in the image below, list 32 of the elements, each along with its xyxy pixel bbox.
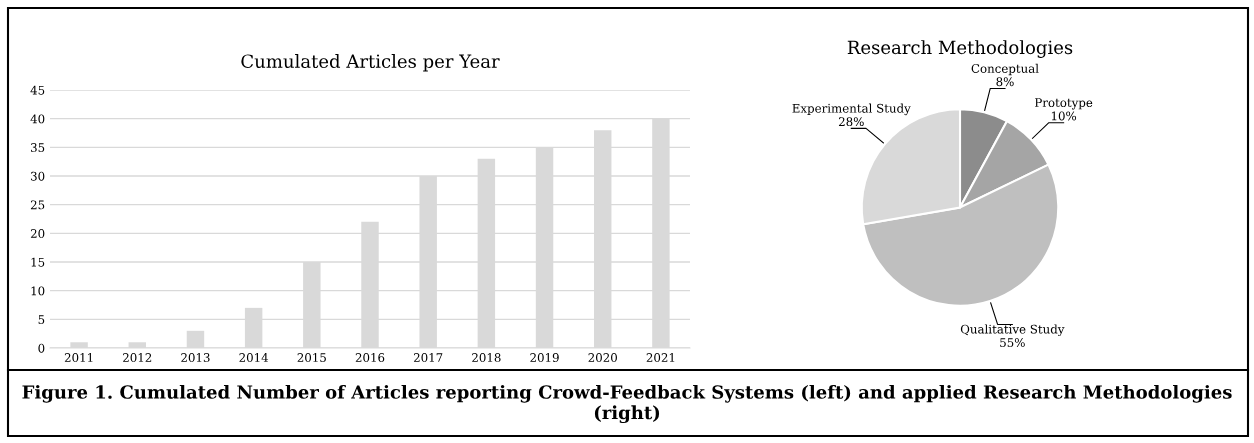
y-tick-label: 30 — [31, 171, 45, 181]
y-tick-label: 40 — [30, 114, 45, 124]
x-tick-label: 2018 — [472, 353, 501, 362]
x-tick-label: 2017 — [413, 353, 443, 362]
x-tick-label: 2013 — [181, 353, 210, 362]
y-tick-label: 35 — [31, 143, 45, 152]
slice-label: Qualitative Study — [960, 324, 1065, 337]
caption: Figure 1. Cumulated Number of Articles reporting Crowd-Feedback Systems (left) and applied Research Methodologies (right) — [22, 384, 1232, 424]
y-tick-label: 15 — [31, 257, 45, 267]
y-tick-label: 10 — [31, 286, 45, 296]
data-label: 8% — [996, 77, 1014, 87]
x-tick-label: 2012 — [123, 353, 152, 362]
y-tick-label: 45 — [30, 85, 45, 95]
y-tick-label: 25 — [30, 200, 45, 210]
x-tick-label: 2015 — [297, 353, 326, 362]
data-label: 55% — [1000, 338, 1025, 347]
data-label: 10% — [1051, 111, 1077, 121]
y-tick-label: 0 — [38, 343, 45, 353]
slice-label: Prototype — [1035, 98, 1093, 110]
y-tick-label: 20 — [30, 229, 45, 238]
slice-label: Experimental Study — [792, 103, 911, 116]
chart-title: Research Methodologies — [847, 40, 1073, 58]
x-tick-label: 2019 — [530, 353, 559, 362]
slice-label: Conceptual — [971, 63, 1039, 76]
data-label: 28% — [838, 117, 864, 127]
x-tick-label: 2011 — [64, 353, 93, 362]
chart-title: Cumulated Articles per Year — [241, 54, 500, 72]
x-tick-label: 2014 — [239, 353, 269, 362]
x-tick-label: 2016 — [355, 353, 385, 362]
y-tick-label: 5 — [38, 315, 45, 324]
x-tick-label: 2020 — [588, 353, 617, 362]
x-tick-label: 2021 — [646, 353, 675, 362]
